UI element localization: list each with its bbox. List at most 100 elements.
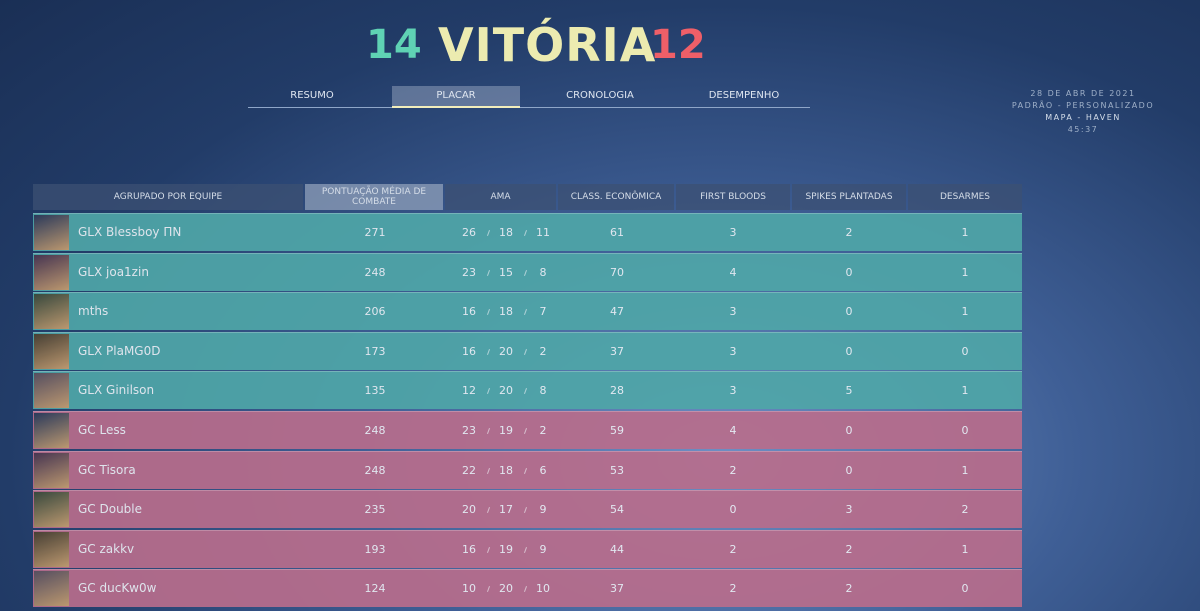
player-row[interactable]: GC Tisora 248 22 18 6 53 2 0 1 — [33, 450, 1022, 489]
column-header[interactable]: AMA — [445, 184, 556, 210]
stat-value: 20 — [499, 384, 513, 398]
stat-value: 1 — [961, 226, 969, 239]
player-row[interactable]: GC Less 248 23 19 2 59 4 0 0 — [33, 411, 1022, 449]
agent-portrait — [34, 254, 69, 290]
stat-value: 124 — [364, 582, 386, 596]
stat-value: 248 — [364, 463, 386, 477]
tab[interactable]: DESEMPENHO — [708, 90, 780, 101]
stat-value: 11 — [536, 226, 550, 239]
stat-value: 12 — [462, 384, 476, 398]
agent-portrait — [34, 294, 69, 330]
stat-value: 248 — [364, 424, 386, 437]
stat-value: 18 — [499, 305, 513, 319]
player-row[interactable]: GLX joa1zin 248 23 15 8 70 4 0 1 — [33, 252, 1022, 291]
stat-value: 3 — [729, 226, 737, 239]
tab[interactable]: CRONOLOGIA — [566, 90, 634, 101]
stat-value: 0 — [845, 344, 853, 358]
stat-value: 3 — [729, 384, 737, 398]
tab[interactable]: RESUMO — [290, 90, 334, 101]
stat-value: 70 — [610, 265, 624, 279]
stat-value: 17 — [499, 503, 513, 517]
stat-value: 0 — [845, 305, 853, 319]
stat-value: 2 — [845, 582, 853, 596]
stat-value: 173 — [364, 344, 386, 358]
stat-value: 1 — [961, 265, 969, 279]
stat-value: 16 — [462, 305, 476, 319]
stat-value: 2 — [961, 503, 969, 517]
stat-value: 9 — [539, 542, 547, 556]
column-header[interactable]: FIRST BLOODS — [676, 184, 790, 210]
player-row[interactable]: GC ducKw0w 124 10 20 10 37 2 2 0 — [33, 569, 1022, 608]
player-name: GC Less — [78, 423, 126, 437]
stat-value: 0 — [961, 582, 969, 596]
agent-portrait — [34, 571, 69, 607]
stat-value: 0 — [961, 424, 969, 437]
column-header[interactable]: CLASS. ECONÔMICA — [558, 184, 674, 210]
player-name: mths — [78, 304, 109, 319]
match-date: 28 DE ABR DE 2021 — [1030, 89, 1136, 98]
player-row[interactable]: GLX PlaMG0D 173 16 20 2 37 3 0 0 — [33, 331, 1022, 370]
player-name: GC ducKw0w — [78, 581, 157, 596]
stat-value: 2 — [845, 542, 853, 556]
result-title: VITÓRIA — [438, 18, 657, 72]
stat-value: 2 — [539, 344, 547, 358]
stat-value: 271 — [364, 226, 386, 239]
agent-portrait — [34, 373, 69, 409]
player-name: GLX PlaMG0D — [78, 343, 161, 358]
player-row[interactable]: mths 206 16 18 7 47 3 0 1 — [33, 292, 1022, 331]
stat-value: 206 — [364, 305, 386, 319]
stat-value: 0 — [845, 424, 853, 437]
stat-value: 10 — [536, 582, 550, 596]
column-header[interactable]: SPIKES PLANTADAS — [792, 184, 906, 210]
stat-value: 7 — [539, 305, 547, 319]
player-row[interactable]: GC Double 235 20 17 9 54 0 3 2 — [33, 490, 1022, 529]
match-info: 28 DE ABR DE 2021 PADRÃO - PERSONALIZADO… — [983, 88, 1183, 136]
column-header[interactable]: AGRUPADO POR EQUIPE — [33, 184, 303, 210]
stat-value: 1 — [961, 542, 969, 556]
stat-value: 1 — [961, 384, 969, 398]
stat-value: 19 — [499, 424, 513, 437]
stat-value: 2 — [539, 424, 547, 437]
agent-portrait — [34, 531, 69, 567]
stat-value: 1 — [961, 305, 969, 319]
stat-value: 53 — [610, 463, 624, 477]
stat-value: 193 — [364, 542, 386, 556]
stat-value: 47 — [610, 305, 624, 319]
column-header[interactable]: PONTUAÇÃO MÉDIA DE COMBATE — [305, 184, 443, 210]
player-row[interactable]: GLX Blessboy ΠN 271 26 18 11 61 3 2 1 — [33, 213, 1022, 251]
agent-portrait — [34, 333, 69, 369]
player-row[interactable]: GLX Ginilson 135 12 20 8 28 3 5 1 — [33, 371, 1022, 410]
stat-value: 2 — [845, 226, 853, 239]
stat-value: 18 — [499, 463, 513, 477]
stat-value: 8 — [539, 265, 547, 279]
team-score: 12 — [650, 22, 706, 68]
stat-value: 8 — [539, 384, 547, 398]
match-map: MAPA - HAVEN — [1045, 113, 1121, 122]
match-duration: 45:37 — [1067, 125, 1099, 134]
column-header[interactable]: DESARMES — [908, 184, 1022, 210]
stat-value: 28 — [610, 384, 624, 398]
team-score: 14 — [366, 22, 422, 68]
stat-value: 0 — [961, 344, 969, 358]
stat-value: 19 — [499, 542, 513, 556]
stat-value: 61 — [610, 226, 624, 239]
stat-value: 0 — [729, 503, 737, 517]
tab-bar: RESUMO PLACAR CRONOLOGIA DESEMPENHO — [248, 86, 810, 108]
stat-value: 20 — [462, 503, 476, 517]
player-row[interactable]: GC zakkv 193 16 19 9 44 2 2 1 — [33, 529, 1022, 568]
stat-value: 3 — [845, 503, 853, 517]
stat-value: 16 — [462, 344, 476, 358]
player-name: GLX joa1zin — [78, 264, 149, 279]
stat-value: 23 — [462, 424, 476, 437]
stat-value: 44 — [610, 542, 624, 556]
tab-active[interactable]: PLACAR — [392, 86, 520, 108]
stat-value: 2 — [729, 542, 737, 556]
stat-value: 2 — [729, 582, 737, 596]
player-name: GC Double — [78, 502, 143, 517]
stat-value: 18 — [499, 226, 513, 239]
stat-value: 20 — [499, 344, 513, 358]
stat-value: 37 — [610, 582, 624, 596]
stat-value: 1 — [961, 463, 969, 477]
stat-value: 37 — [610, 344, 624, 358]
